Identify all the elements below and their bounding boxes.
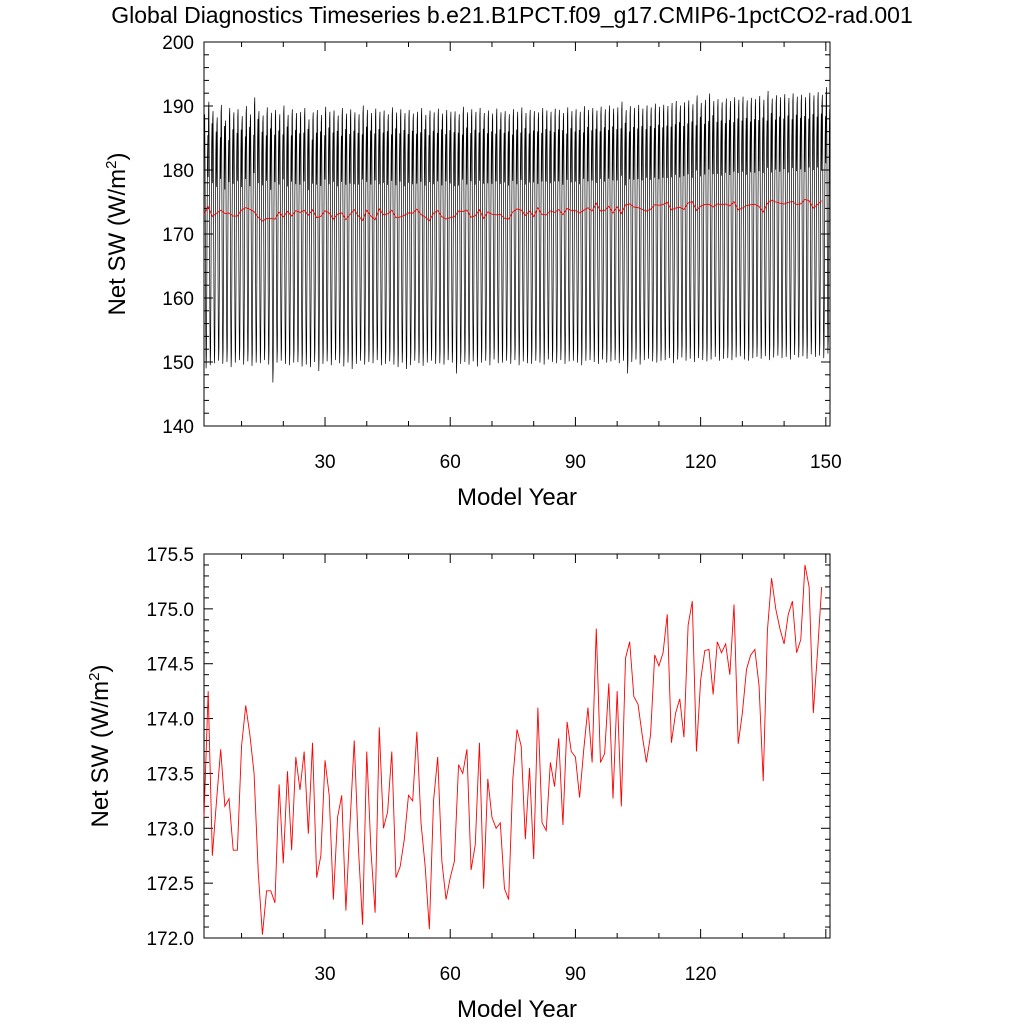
page-title: Global Diagnostics Timeseries b.e21.B1PC… xyxy=(111,2,913,28)
y-tick-label: 174.0 xyxy=(146,710,194,731)
x-axis-title: Model Year xyxy=(457,484,577,511)
y-tick-label: 174.5 xyxy=(146,655,194,676)
series-annual-line xyxy=(203,564,823,935)
y-tick-label: 172.0 xyxy=(146,929,194,950)
x-tick-label: 120 xyxy=(685,452,717,473)
y-tick-label: 175.0 xyxy=(146,600,194,621)
x-tick-label: 90 xyxy=(565,964,586,985)
y-axis-title: Net SW (W/m2) xyxy=(103,153,131,316)
y-axis-title: Net SW (W/m2) xyxy=(86,665,114,828)
x-tick-label: 150 xyxy=(810,452,842,473)
y-axis-title-tail: ) xyxy=(87,665,114,673)
y-tick-label: 180 xyxy=(162,161,194,182)
y-tick-label: 175.5 xyxy=(146,545,194,566)
y-tick-label: 170 xyxy=(162,225,194,246)
y-tick-label: 160 xyxy=(162,289,194,310)
x-tick-label: 60 xyxy=(440,964,461,985)
x-tick-label: 90 xyxy=(565,452,586,473)
timeseries-panel-top: 140 150 160 170 180 190 200 30 60 90 120 150 Model Y… xyxy=(103,33,842,511)
y-tick-label: 140 xyxy=(162,417,194,438)
plot-frame xyxy=(203,41,831,427)
x-tick-label: 30 xyxy=(314,964,335,985)
x-tick-label: 120 xyxy=(685,964,717,985)
y-tick-label: 173.5 xyxy=(146,764,194,785)
x-tick-label: 30 xyxy=(314,452,335,473)
series-monthly-line xyxy=(203,87,831,383)
x-axis-title: Model Year xyxy=(457,996,577,1023)
series-annual-line xyxy=(203,198,822,222)
x-tick-label: 60 xyxy=(440,452,461,473)
y-tick-label: 172.5 xyxy=(146,874,194,895)
y-axis-title-superscript: 2 xyxy=(86,673,103,681)
y-axis-title-main: Net SW (W/m xyxy=(87,681,114,828)
plot-frame xyxy=(203,553,831,939)
y-axis-title-tail: ) xyxy=(104,153,131,161)
y-tick-label: 190 xyxy=(162,97,194,118)
y-axis-title-superscript: 2 xyxy=(103,161,120,169)
y-tick-label: 200 xyxy=(162,33,194,54)
y-axis-title-main: Net SW (W/m xyxy=(104,169,131,316)
y-tick-label: 173.0 xyxy=(146,819,194,840)
timeseries-panel-bottom: 172.0 172.5 173.0 173.5 174.0 174.5 175.0 175.5… xyxy=(86,545,831,1023)
y-tick-label: 150 xyxy=(162,353,194,374)
